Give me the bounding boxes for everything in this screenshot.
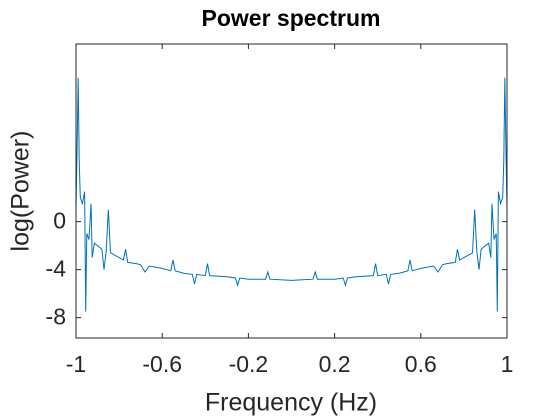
x-tick-label: 0.2: [319, 351, 351, 377]
y-axis-label: log(Power): [7, 131, 35, 252]
x-tick-label: 0.6: [405, 351, 437, 377]
x-tick-label: -0.6: [142, 351, 182, 377]
spectrum-line: [76, 77, 507, 312]
y-tick-label: 0: [53, 208, 66, 234]
x-tick-label: -0.2: [229, 351, 269, 377]
x-tick-label: 1: [501, 351, 514, 377]
y-tick-label: -8: [46, 304, 66, 330]
y-tick-label: -4: [46, 256, 67, 282]
x-tick-label: -1: [66, 351, 86, 377]
x-axis-label: Frequency (Hz): [205, 389, 377, 417]
axes-box: [75, 43, 508, 339]
chart-title: Power spectrum: [202, 5, 381, 31]
